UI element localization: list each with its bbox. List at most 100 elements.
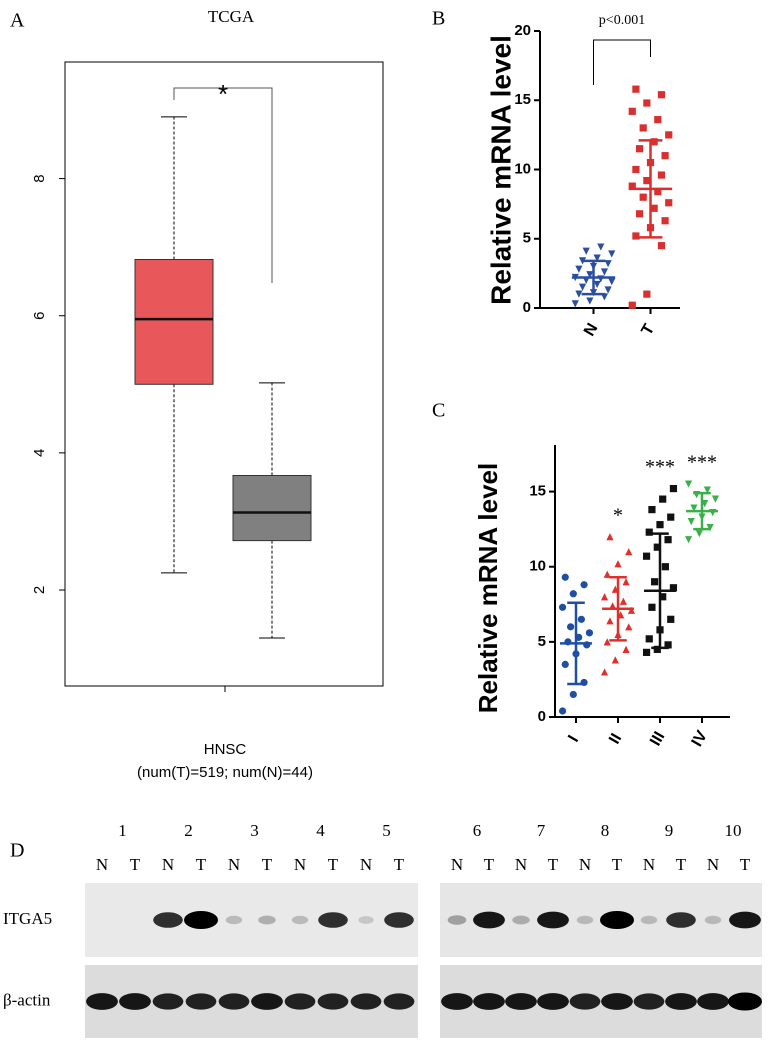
point <box>642 648 651 656</box>
panel-label: D <box>10 840 24 862</box>
point <box>654 188 662 196</box>
x-tick-label: I <box>565 733 582 745</box>
y-tick-label: 4 <box>31 449 48 457</box>
x-tick-label: IV <box>689 728 711 750</box>
band <box>512 915 530 925</box>
band <box>441 993 473 1010</box>
significance: * <box>218 79 228 109</box>
point <box>575 290 583 298</box>
point <box>569 590 577 598</box>
lane-number: 8 <box>601 821 610 840</box>
band <box>447 915 467 925</box>
point <box>611 656 619 664</box>
y-tick-label: 15 <box>514 91 531 108</box>
sample-label: T <box>328 855 339 874</box>
point <box>653 543 661 551</box>
point <box>604 286 612 294</box>
sample-label: T <box>130 855 141 874</box>
band <box>185 993 217 1010</box>
sample-label: T <box>262 855 273 874</box>
band <box>601 993 633 1010</box>
x-subtitle: (num(T)=519; num(N)=44) <box>137 764 313 781</box>
point <box>690 504 698 512</box>
point <box>622 645 630 653</box>
point <box>606 617 614 625</box>
band <box>350 993 382 1010</box>
x-tick-label: II <box>606 731 625 747</box>
band <box>383 993 415 1010</box>
point <box>558 707 567 715</box>
band <box>600 911 634 929</box>
point <box>654 116 662 124</box>
panel-label: A <box>10 10 25 32</box>
point <box>703 486 711 494</box>
lane-number: 4 <box>316 821 325 840</box>
lane-number: 5 <box>382 821 391 840</box>
point <box>604 260 612 268</box>
point <box>561 573 569 581</box>
band <box>153 912 183 928</box>
point <box>643 176 651 185</box>
band <box>704 915 722 925</box>
point <box>684 536 693 544</box>
point <box>632 232 640 240</box>
y-axis-label: Relative mRNA level <box>473 463 503 713</box>
band <box>225 915 243 925</box>
lane-number: 3 <box>250 821 259 840</box>
point <box>597 243 605 251</box>
sample-label: N <box>579 855 591 874</box>
point <box>684 480 693 488</box>
point <box>619 597 627 605</box>
x-tick-label: III <box>647 729 668 749</box>
band <box>537 993 569 1010</box>
point <box>585 629 594 637</box>
point <box>661 152 669 160</box>
significance: *** <box>687 452 717 474</box>
point <box>650 204 658 212</box>
point <box>642 552 651 560</box>
sample-label: T <box>612 855 623 874</box>
point <box>600 668 609 676</box>
band <box>119 993 151 1010</box>
sample-label: N <box>643 855 655 874</box>
band <box>384 912 414 928</box>
y-tick-label: 20 <box>514 22 531 39</box>
band <box>86 993 118 1010</box>
significance-bracket <box>173 87 273 283</box>
point <box>632 85 640 93</box>
sample-label: N <box>294 855 306 874</box>
point <box>661 563 669 571</box>
point <box>608 278 616 286</box>
x-tick-label: N <box>581 321 602 340</box>
y-tick-label: 5 <box>538 633 546 650</box>
sample-label: T <box>740 855 751 874</box>
y-tick-label: 0 <box>523 299 531 316</box>
band <box>666 912 696 928</box>
point <box>659 593 667 601</box>
point <box>567 623 575 631</box>
band <box>318 912 348 928</box>
point <box>580 581 588 589</box>
sample-label: T <box>394 855 405 874</box>
point <box>586 271 594 279</box>
band <box>317 993 349 1010</box>
point <box>695 530 703 538</box>
y-tick-label: 5 <box>523 230 531 247</box>
point <box>628 301 636 309</box>
band <box>258 915 276 925</box>
point <box>648 506 656 514</box>
sample-label: N <box>707 855 719 874</box>
sample-label: N <box>228 855 240 874</box>
point <box>643 99 651 107</box>
point <box>639 193 647 201</box>
point <box>558 603 567 611</box>
point <box>665 199 673 207</box>
point <box>656 521 664 529</box>
band <box>473 993 505 1010</box>
y-tick-label: 10 <box>529 558 546 575</box>
point <box>659 495 667 503</box>
point <box>657 91 666 99</box>
point <box>706 524 714 532</box>
point <box>651 578 659 586</box>
point <box>622 578 630 586</box>
